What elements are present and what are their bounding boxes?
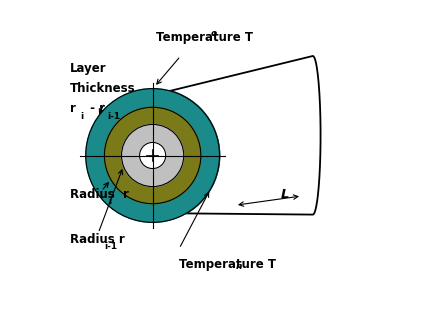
Text: L: L [280,188,289,201]
Text: i: i [80,112,83,121]
Text: o: o [210,29,216,38]
Text: i-1: i-1 [103,242,117,251]
Text: n: n [235,262,241,271]
Circle shape [104,107,200,204]
Text: Thickness: Thickness [70,82,135,95]
Text: i-1: i-1 [107,112,120,121]
Circle shape [121,124,184,187]
Circle shape [139,142,165,169]
Text: Radius  r: Radius r [70,188,129,201]
Text: Temperature T: Temperature T [179,258,276,271]
Text: - r: - r [85,102,105,115]
Text: Temperature T: Temperature T [155,31,252,44]
Text: Radius r: Radius r [70,233,125,246]
Text: i: i [108,197,111,206]
Text: r: r [70,102,76,115]
Circle shape [85,89,219,222]
Text: Layer: Layer [70,62,106,75]
